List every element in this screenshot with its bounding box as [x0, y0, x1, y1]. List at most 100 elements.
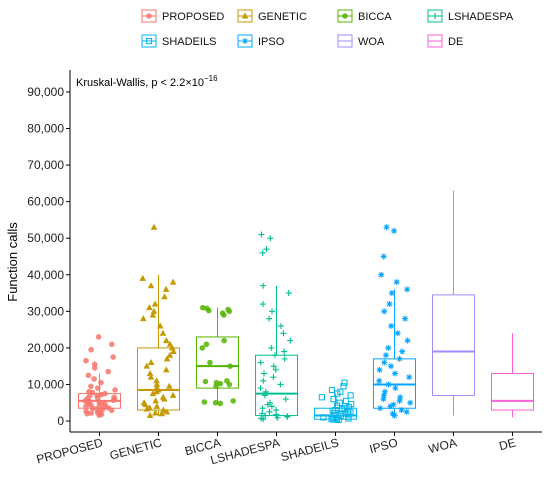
data-point	[146, 412, 154, 419]
data-point	[330, 395, 337, 403]
data-point	[163, 408, 171, 415]
data-point	[403, 408, 410, 415]
box-group-lshadespa	[255, 231, 298, 423]
data-point	[272, 366, 279, 373]
data-point	[381, 359, 388, 366]
data-point	[166, 351, 174, 358]
data-point	[386, 301, 393, 308]
data-point	[382, 352, 389, 359]
data-point	[202, 378, 209, 385]
data-point	[402, 315, 409, 322]
data-point	[162, 366, 170, 373]
data-point	[396, 397, 403, 404]
data-point	[170, 348, 177, 355]
legend-item-ipso: IPSO	[237, 34, 285, 48]
data-point	[391, 370, 398, 377]
data-point	[270, 363, 277, 370]
data-point	[263, 246, 270, 253]
legend-item-shadeils: SHADEILS	[141, 34, 216, 48]
data-point	[199, 345, 206, 351]
box-group-shadeils	[314, 379, 357, 424]
data-point	[398, 407, 405, 414]
y-tick-label: 40,000	[27, 268, 64, 282]
data-point	[396, 355, 403, 362]
data-point	[392, 385, 399, 392]
data-point	[147, 373, 155, 380]
data-point	[348, 401, 355, 408]
data-point	[404, 286, 411, 293]
data-point	[139, 315, 147, 322]
data-point	[390, 401, 397, 408]
data-point	[341, 379, 348, 386]
legend-label: GENETIC	[258, 11, 307, 23]
box-group-bicca	[196, 304, 239, 407]
data-point	[277, 381, 284, 388]
data-point	[95, 334, 102, 340]
y-axis: 0 10,000 20,000 30,000 40,000 50,000 60,000 70,…	[27, 70, 71, 432]
data-point	[153, 380, 161, 387]
box	[137, 347, 180, 411]
annotation-mult: ×10	[185, 77, 204, 89]
data-point	[285, 290, 292, 297]
data-point	[332, 406, 339, 414]
box	[432, 294, 475, 396]
data-point	[221, 337, 227, 344]
data-point	[273, 407, 280, 414]
data-point	[112, 387, 118, 393]
data-point	[266, 399, 273, 406]
data-point	[150, 223, 158, 230]
data-point	[260, 282, 267, 289]
data-point	[281, 348, 288, 355]
data-point	[139, 274, 147, 281]
legend-label: IPSO	[258, 36, 285, 48]
y-tick-label: 90,000	[27, 85, 64, 99]
data-point	[149, 390, 157, 397]
box-group-woa	[432, 190, 475, 416]
data-point	[320, 414, 327, 421]
data-point	[83, 408, 89, 414]
data-point	[213, 379, 220, 386]
data-point	[380, 396, 387, 403]
data-point	[378, 271, 385, 278]
data-point	[224, 378, 230, 384]
annotation-exp: −16	[204, 74, 218, 83]
data-point	[399, 348, 406, 355]
legend-key-marker	[145, 37, 153, 45]
data-point	[203, 341, 210, 348]
data-point	[259, 249, 266, 256]
y-tick-label: 80,000	[27, 122, 64, 136]
data-point	[277, 322, 284, 329]
data-point	[381, 388, 388, 395]
legend-label: WOA	[358, 36, 385, 48]
data-point	[381, 308, 388, 315]
data-point	[168, 344, 176, 351]
data-point	[94, 385, 101, 391]
data-point	[284, 413, 291, 420]
data-point	[387, 403, 394, 410]
data-point	[219, 310, 226, 316]
data-point	[149, 311, 157, 318]
data-point	[268, 344, 275, 351]
data-point	[376, 377, 383, 384]
data-point	[88, 346, 94, 353]
data-point	[153, 384, 160, 391]
data-point	[328, 386, 336, 394]
data-point	[258, 231, 265, 238]
y-tick-label: 30,000	[27, 304, 64, 318]
legend-key-marker	[432, 13, 438, 19]
legend-key-marker	[146, 13, 152, 19]
data-point	[266, 408, 273, 415]
legend-item-de: DE	[427, 34, 463, 48]
data-point	[269, 308, 276, 315]
y-tick-label: 50,000	[27, 231, 64, 245]
data-point	[404, 337, 411, 344]
data-point	[160, 406, 167, 413]
data-point	[340, 383, 347, 390]
legend-item-bicca: BICCA	[337, 9, 392, 23]
data-point	[105, 368, 112, 375]
data-point	[380, 392, 387, 399]
box-group-genetic	[137, 223, 180, 419]
data-point	[86, 388, 92, 395]
data-point	[337, 388, 344, 395]
legend-key-marker	[242, 38, 248, 44]
